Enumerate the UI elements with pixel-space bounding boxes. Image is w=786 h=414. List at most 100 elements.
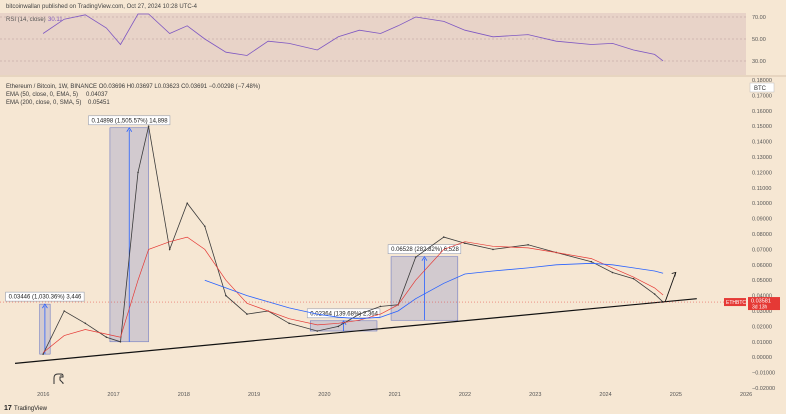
price-point: [84, 322, 87, 325]
time-axis: 2016 2017 2018 2019 2020 2021 2022 2023 2024 2025…: [37, 392, 752, 398]
price-point: [168, 248, 171, 251]
price-tick-label: −0.01000: [752, 371, 775, 377]
ema-slow-value: 0.05451: [88, 100, 110, 106]
price-tick-label: 0.09000: [752, 217, 772, 223]
time-tick-label: 2016: [37, 392, 49, 398]
price-tick-label: 0.12000: [752, 170, 772, 176]
time-tick-label: 2018: [178, 392, 190, 398]
measurement-arrowhead: [42, 303, 48, 309]
dino-icon: [53, 373, 64, 384]
ema-fast-value: 0.04037: [86, 92, 108, 98]
rsi-tick-50: 50.00: [752, 37, 766, 43]
support-trendline[interactable]: [14, 298, 697, 364]
price-point: [137, 171, 139, 174]
rsi-value: 30.11: [48, 17, 63, 23]
plot-layer: [42, 125, 664, 355]
tradingview-brand: 17 TradingView: [4, 405, 48, 412]
tradingview-logo-icon: 17: [4, 405, 12, 412]
time-tick-label: 2026: [740, 392, 752, 398]
price-point: [442, 236, 445, 238]
price-point: [464, 242, 466, 245]
price-point: [63, 310, 66, 312]
price-tick-label: 0.17000: [752, 93, 772, 99]
price-tick-label: 0.13000: [752, 155, 772, 161]
price-tick-label: 0.02000: [752, 324, 772, 330]
time-tick-label: 2021: [389, 392, 401, 398]
rsi-band: [0, 13, 746, 75]
price-tick-label: 0.18000: [752, 78, 772, 84]
price-tick-label: 0.11000: [752, 186, 771, 192]
price-point: [590, 260, 593, 263]
time-tick-label: 2017: [107, 392, 119, 398]
time-tick-label: 2025: [670, 392, 682, 398]
price-point: [379, 305, 382, 308]
measurement-label-box: [5, 291, 85, 302]
measurement-arrowhead: [340, 320, 347, 326]
price-series-line: [42, 126, 664, 355]
price-tick-label: 0.04000: [752, 294, 772, 300]
measurement-label-box: [387, 244, 462, 254]
price-point: [653, 293, 656, 295]
rsi-tick-70: 70.00: [752, 15, 766, 21]
rsi-label: RSI (14, close): [6, 17, 46, 23]
price-tick-label: 0.10000: [752, 201, 772, 207]
last-price-label: ETHBTC 0.03581 3d 13h: [0, 297, 780, 311]
price-point: [105, 336, 108, 338]
measurement-label-box: [88, 115, 171, 126]
price-tick-label: 0.01000: [752, 340, 772, 346]
price-tag-value: 0.03581: [751, 299, 771, 305]
measurement-arrowhead: [421, 255, 428, 261]
overlay-layer: [14, 271, 697, 364]
time-tick-label: 2020: [318, 392, 330, 398]
ema-50-line: [42, 236, 664, 353]
currency-badge[interactable]: BTC: [754, 86, 767, 92]
price-point: [527, 243, 529, 246]
symbol-line: Ethereum / Bitcoin, 1W, BINANCE O0.03696…: [6, 84, 260, 90]
measurement-label: 0.03446 (1,030.36%) 3,446: [9, 295, 82, 301]
price-point: [632, 277, 635, 280]
ema-200-line: [204, 262, 664, 320]
measurement-arrowhead: [126, 127, 133, 132]
price-point: [414, 256, 417, 258]
price-tick-label: 0.14000: [752, 140, 772, 146]
rsi-tick-30: 30.00: [752, 59, 766, 65]
projection-arrowhead: [671, 271, 677, 277]
price-tick-label: 0.00000: [752, 355, 772, 361]
price-point: [225, 294, 227, 297]
price-tick-label: 0.03000: [752, 309, 772, 315]
price-tick-label: 0.16000: [752, 109, 772, 115]
symbol-tag-text: ETHBTC: [726, 300, 746, 306]
projection-arrow[interactable]: [664, 272, 677, 302]
price-tag-countdown: 3d 13h: [752, 305, 768, 311]
price-point: [288, 322, 290, 325]
price-tick-label: 0.15000: [752, 124, 772, 130]
ema-slow-label: EMA (200, close, 0, SMA, 5): [6, 100, 81, 106]
time-tick-label: 2019: [248, 392, 260, 398]
rsi-panel: RSI (14, close) 30.11 70.00 50.00 30.00: [0, 13, 766, 75]
time-tick-label: 2024: [599, 392, 611, 398]
price-point: [204, 225, 206, 228]
price-point: [337, 325, 340, 328]
currency-badge-box[interactable]: [749, 82, 775, 93]
time-tick-label: 2022: [459, 392, 471, 398]
price-point: [492, 248, 494, 251]
price-tag: [748, 297, 780, 311]
price-tick-label: 0.08000: [752, 232, 772, 238]
price-tick-label: 0.07000: [752, 247, 772, 253]
price-point: [186, 202, 189, 204]
measurement-layer: 0.03446 (1,030.36%) 3,446 0.14898 (1,505.…: [5, 115, 462, 355]
measurement-label: 0.14898 (1,505.57%) 14,898: [92, 118, 169, 124]
price-point: [611, 271, 614, 274]
price-point: [147, 125, 150, 127]
brand-text: TradingView: [14, 406, 48, 412]
attribution-text: bitcoinwallan published on TradingView.c…: [6, 4, 198, 10]
price-point: [119, 341, 122, 343]
price-point: [358, 313, 361, 315]
measurement-label: 0.02364 (139.68%) 2,364: [310, 311, 378, 317]
price-point: [246, 313, 248, 315]
rsi-line: [42, 13, 664, 62]
price-point: [42, 353, 44, 355]
price-point: [316, 330, 319, 332]
main-legend: Ethereum / Bitcoin, 1W, BINANCE O0.03696…: [6, 84, 260, 106]
